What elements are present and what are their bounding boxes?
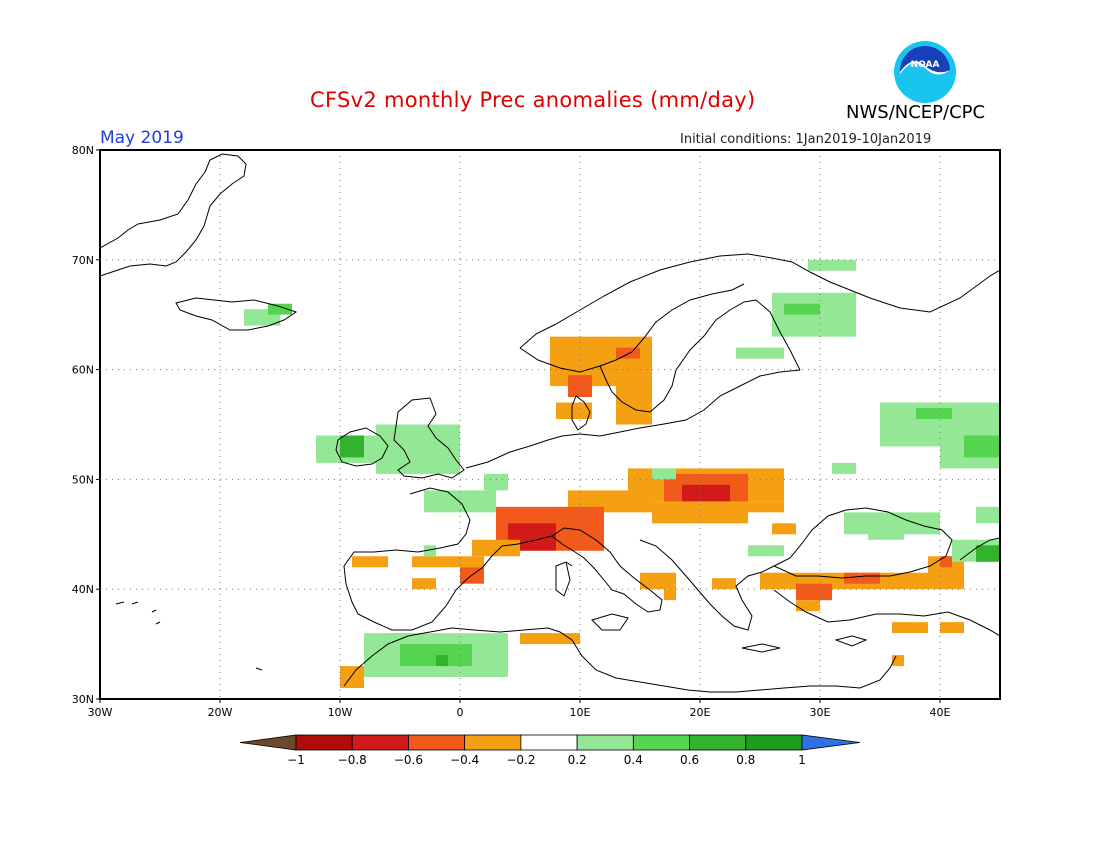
anomaly-cell — [340, 435, 364, 458]
chart-title: CFSv2 monthly Prec anomalies (mm/day) — [310, 88, 756, 112]
colorbar-segment — [689, 734, 747, 751]
colorbar-segment — [408, 734, 466, 751]
colorbar-label: 0.6 — [680, 753, 699, 767]
anomaly-cell — [784, 303, 820, 315]
anomaly-cell — [796, 600, 820, 612]
lon-tick-label: 40E — [930, 706, 951, 719]
colorbar-arrow-high — [801, 734, 861, 751]
anomaly-cell — [412, 578, 436, 590]
coastlines — [100, 153, 1000, 693]
anomaly-cell — [424, 490, 496, 513]
colorbar-label: 0.4 — [624, 753, 643, 767]
map-frame — [99, 149, 1001, 700]
anomaly-cell — [616, 380, 652, 425]
colorbar-label: −1 — [287, 753, 305, 767]
anomaly-cell — [484, 473, 508, 491]
anomaly-cell — [748, 545, 784, 557]
lon-tick-label: 0 — [457, 706, 464, 719]
anomaly-cell — [664, 589, 676, 601]
colorbar-label: −0.8 — [338, 753, 367, 767]
colorbar-label: −0.2 — [506, 753, 535, 767]
lat-tick-label: 80N — [72, 144, 94, 157]
anomaly-cell — [844, 572, 880, 584]
lon-tick-label: 20W — [208, 706, 233, 719]
anomaly-cell — [808, 259, 856, 271]
anomaly-cell — [832, 462, 856, 474]
anomaly-cell — [712, 578, 736, 590]
lon-tick-label: 30E — [810, 706, 831, 719]
lon-tick-label: 30W — [88, 706, 113, 719]
colorbar-segment — [351, 734, 409, 751]
lat-tick-label: 60N — [72, 364, 94, 377]
anomaly-cell — [868, 523, 904, 540]
colorbar: −1 −0.8 −0.6 −0.4 −0.2 0.2 0.4 0.6 0.8 1 — [239, 734, 861, 767]
anomaly-cell — [940, 556, 952, 568]
anomaly-cell — [520, 633, 580, 645]
colorbar-segment — [745, 734, 803, 751]
colorbar-segment — [632, 734, 690, 751]
forecast-month: May 2019 — [100, 128, 184, 148]
colorbar-segment — [576, 734, 634, 751]
anomaly-cell — [976, 506, 1000, 524]
map-gridlines — [100, 150, 1000, 699]
anomaly-cell — [748, 501, 784, 513]
lat-tick-label: 70N — [72, 254, 94, 267]
anomaly-cell — [892, 622, 928, 634]
anomaly-cell — [652, 501, 748, 524]
colorbar-arrow-low — [239, 734, 297, 751]
lon-tick-label: 10W — [328, 706, 353, 719]
anomaly-cell — [568, 375, 592, 398]
colorbar-segment — [464, 734, 522, 751]
organization-label: NWS/NCEP/CPC — [846, 102, 986, 123]
map-axis-ticks: 30W 20W 10W 0 10E 20E 30E 40E 30N 40N 50N 60N 70N 80N — [72, 144, 951, 719]
lat-tick-label: 40N — [72, 583, 94, 596]
anomaly-cell — [550, 336, 652, 387]
anomaly-cell — [976, 545, 1000, 562]
anomaly-cell — [268, 303, 292, 315]
lon-tick-label: 20E — [690, 706, 711, 719]
anomaly-cell — [796, 583, 832, 601]
anomaly-patches — [244, 259, 1000, 689]
anomaly-cell — [892, 655, 904, 667]
colorbar-label: 0.2 — [568, 753, 587, 767]
anomaly-cell — [436, 556, 484, 568]
colorbar-label: 0.8 — [736, 753, 755, 767]
anomaly-cell — [640, 572, 676, 590]
anomaly-cell — [340, 666, 364, 689]
initial-conditions: Initial conditions: 1Jan2019-10Jan2019 — [680, 132, 932, 147]
anomaly-cell — [556, 534, 604, 551]
anomaly-cell — [736, 347, 784, 359]
anomaly-cell — [436, 655, 448, 667]
colorbar-label: −0.4 — [450, 753, 479, 767]
anomaly-cell — [916, 408, 952, 420]
anomaly-cell — [616, 347, 640, 359]
anomaly-cell — [556, 402, 592, 420]
anomaly-cell — [400, 644, 472, 667]
anomaly-cell — [472, 539, 520, 557]
anomaly-cell — [964, 435, 1000, 458]
lon-tick-label: 10E — [570, 706, 591, 719]
anomaly-cell — [352, 556, 388, 568]
anomaly-cell — [652, 468, 676, 480]
noaa-logo-text: NOAA — [911, 60, 940, 70]
colorbar-segment — [520, 734, 578, 751]
colorbar-label: 1 — [798, 753, 806, 767]
lat-tick-label: 30N — [72, 693, 94, 706]
colorbar-segment — [295, 734, 353, 751]
anomaly-cell — [424, 545, 436, 557]
anomaly-cell — [412, 556, 436, 568]
colorbar-label: −0.6 — [394, 753, 423, 767]
noaa-logo: NOAA — [894, 41, 956, 103]
anomaly-cell — [772, 523, 796, 535]
anomaly-cell — [376, 424, 460, 474]
anomaly-cell — [940, 622, 964, 634]
lat-tick-label: 50N — [72, 473, 94, 486]
